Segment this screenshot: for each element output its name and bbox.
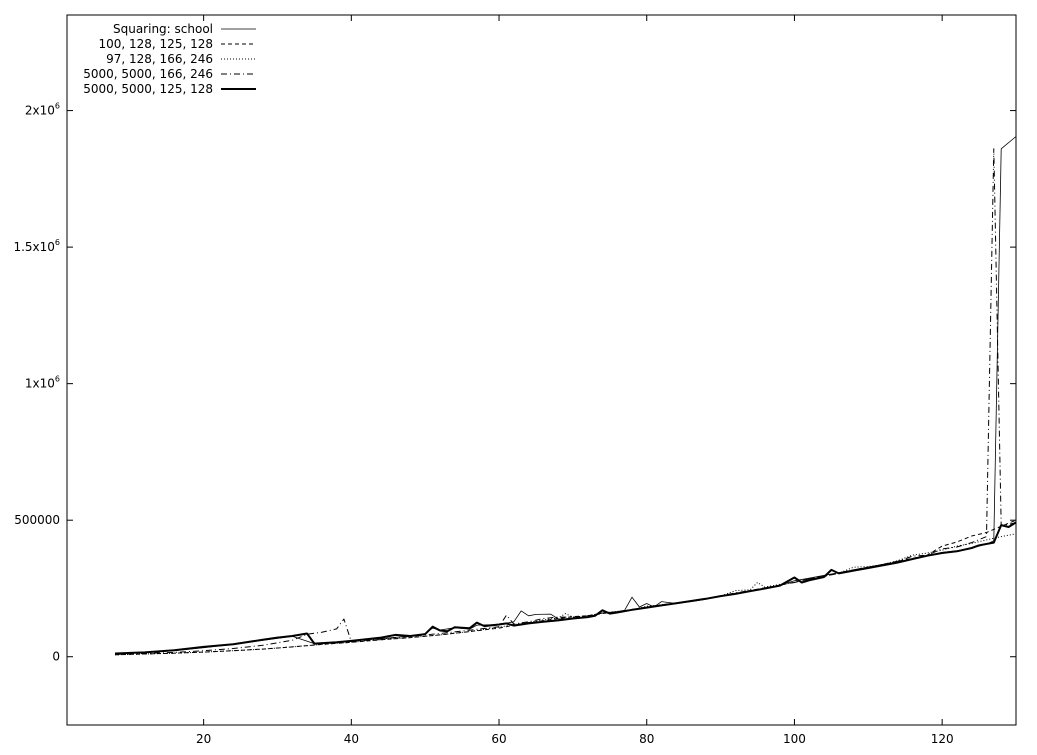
y-tick-label: 2x106 xyxy=(25,102,60,118)
x-tick-label: 40 xyxy=(344,732,359,746)
series-line-1 xyxy=(114,136,1017,655)
legend-label: 97, 128, 166, 246 xyxy=(106,52,213,66)
y-tick-label: 500000 xyxy=(14,513,60,527)
y-tick-label: 1x106 xyxy=(25,375,60,391)
y-tick-label: 0 xyxy=(52,650,60,664)
x-tick-label: 120 xyxy=(931,732,954,746)
legend-label: Squaring: school xyxy=(113,22,213,36)
series-line-4 xyxy=(114,148,1017,655)
y-tick-label-base: 2x10 xyxy=(25,104,55,118)
x-tick-label: 80 xyxy=(639,732,654,746)
legend-label: 5000, 5000, 125, 128 xyxy=(83,82,213,96)
series-line-3 xyxy=(114,533,1017,656)
y-tick-label-base: 1.5x10 xyxy=(13,240,54,254)
y-tick-label-exponent: 6 xyxy=(55,238,60,247)
y-tick-label-base: 0 xyxy=(52,650,60,664)
legend-label: 100, 128, 125, 128 xyxy=(98,37,213,51)
y-tick-label: 1.5x106 xyxy=(13,238,60,254)
y-tick-label-base: 500000 xyxy=(14,513,60,527)
plot-frame xyxy=(66,14,1017,726)
y-tick-label-base: 1x10 xyxy=(25,377,55,391)
x-tick-label: 60 xyxy=(491,732,506,746)
series-lines xyxy=(114,136,1017,656)
series-line-5 xyxy=(114,521,1017,655)
y-tick-label-exponent: 6 xyxy=(55,375,60,384)
x-tick-label: 100 xyxy=(783,732,806,746)
series-line-2 xyxy=(114,519,1017,656)
legend-label: 5000, 5000, 166, 246 xyxy=(83,67,213,81)
x-tick-label: 20 xyxy=(196,732,211,746)
y-tick-label-exponent: 6 xyxy=(55,102,60,111)
